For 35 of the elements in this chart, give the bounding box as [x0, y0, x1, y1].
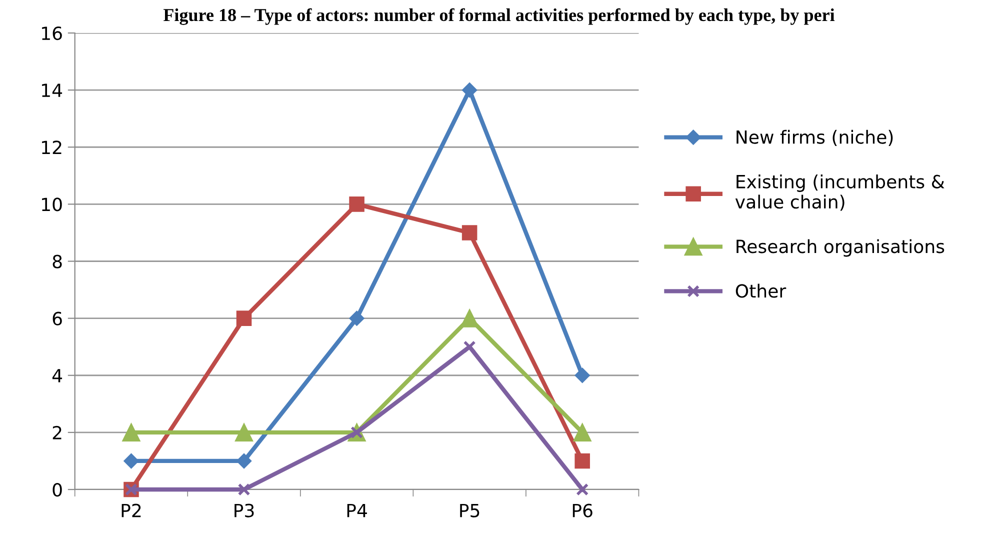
point	[349, 310, 364, 326]
y-tick-label: 4	[52, 369, 62, 382]
legend-label: Other	[736, 284, 786, 298]
y-tick-label: 0	[52, 482, 62, 497]
y-tick-label: 2	[52, 426, 62, 440]
point	[124, 453, 139, 469]
point	[460, 309, 479, 328]
point	[462, 225, 478, 240]
y-tick-label: 12	[42, 140, 62, 154]
y-tick-label: 16	[42, 26, 62, 40]
x-tick-label: P4	[347, 504, 367, 518]
y-tick-label: 6	[52, 312, 62, 326]
point	[236, 453, 252, 469]
legend-label: Research organisations	[736, 239, 944, 257]
x-tick-label: P5	[460, 504, 480, 518]
point	[463, 340, 476, 354]
x-tick-label: P2	[122, 504, 141, 518]
y-tick-label: 8	[52, 254, 62, 268]
point	[238, 483, 250, 496]
legend-label: Existing (incumbents & value chain)	[735, 174, 944, 211]
x-tick-label: P6	[572, 504, 592, 518]
point	[573, 423, 592, 442]
point	[462, 82, 478, 98]
point	[234, 423, 254, 442]
legend-label: New firms (niche)	[736, 130, 893, 146]
point	[574, 368, 590, 383]
point	[236, 310, 252, 326]
point	[122, 423, 140, 442]
point	[349, 196, 364, 212]
point	[574, 453, 590, 469]
x-tick-label: P3	[234, 504, 254, 518]
y-tick-label: 10	[42, 198, 62, 212]
point	[576, 483, 589, 496]
chart-title: Figure 18 – Type of actors: number of formal activities performed by each type, by peri	[163, 8, 835, 25]
y-tick-label: 14	[42, 84, 62, 97]
